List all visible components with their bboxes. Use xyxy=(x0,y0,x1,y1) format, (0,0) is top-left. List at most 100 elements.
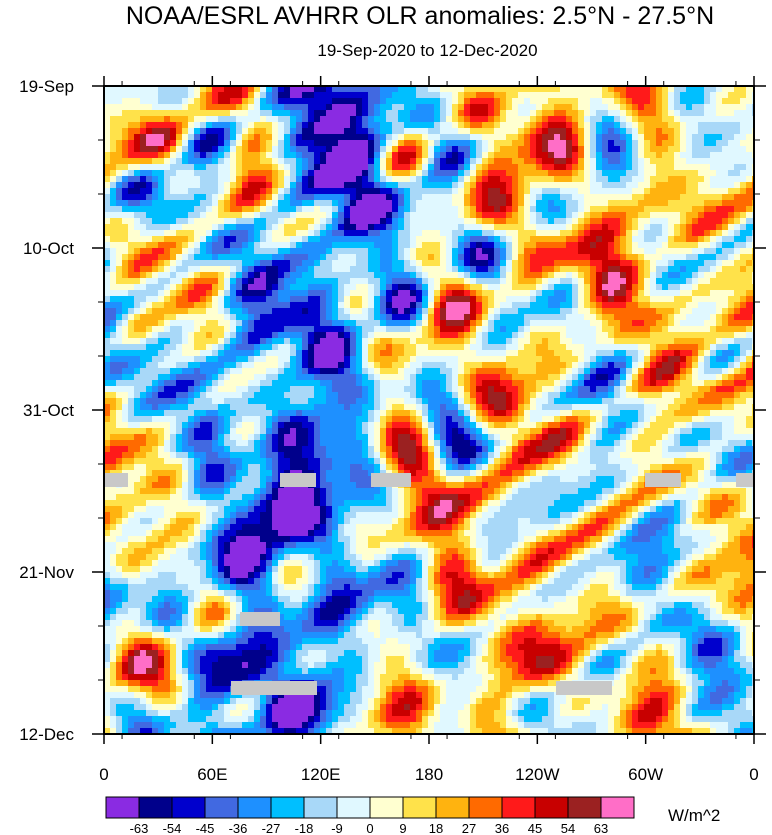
anomaly-cell xyxy=(146,254,153,261)
anomaly-cell xyxy=(500,254,507,261)
anomaly-cell xyxy=(680,266,687,273)
anomaly-cell xyxy=(374,98,381,105)
anomaly-cell xyxy=(614,242,621,249)
anomaly-cell xyxy=(332,230,339,237)
anomaly-cell xyxy=(734,218,741,225)
anomaly-cell xyxy=(584,356,591,363)
anomaly-cell xyxy=(686,134,693,141)
anomaly-cell xyxy=(308,302,315,309)
anomaly-cell xyxy=(584,338,591,345)
anomaly-cell xyxy=(662,278,669,285)
anomaly-cell xyxy=(134,350,141,357)
anomaly-cell xyxy=(194,302,201,309)
anomaly-cell xyxy=(494,86,501,93)
anomaly-cell xyxy=(152,314,159,321)
anomaly-cell xyxy=(542,266,549,273)
anomaly-cell xyxy=(152,122,159,129)
anomaly-cell xyxy=(728,290,735,297)
anomaly-cell xyxy=(146,284,153,291)
anomaly-cell xyxy=(374,290,381,297)
anomaly-cell xyxy=(218,230,225,237)
anomaly-cell xyxy=(116,212,123,219)
anomaly-cell xyxy=(212,116,219,123)
anomaly-cell xyxy=(290,308,297,315)
anomaly-cell xyxy=(602,254,609,261)
anomaly-cell xyxy=(362,248,369,255)
anomaly-cell xyxy=(356,278,363,285)
anomaly-cell xyxy=(740,320,747,327)
anomaly-cell xyxy=(332,296,339,303)
anomaly-cell xyxy=(488,98,495,105)
anomaly-cell xyxy=(668,272,675,279)
anomaly-cell xyxy=(152,290,159,297)
anomaly-cell xyxy=(674,212,681,219)
anomaly-cell xyxy=(326,170,333,177)
anomaly-cell xyxy=(752,338,754,345)
anomaly-cell xyxy=(416,86,423,93)
anomaly-cell xyxy=(452,176,459,183)
anomaly-cell xyxy=(398,206,405,213)
anomaly-cell xyxy=(470,158,477,165)
anomaly-cell xyxy=(224,356,231,363)
anomaly-cell xyxy=(344,134,351,141)
anomaly-cell xyxy=(296,344,303,351)
anomaly-cell xyxy=(410,206,417,213)
anomaly-cell xyxy=(296,212,303,219)
anomaly-cell xyxy=(338,194,345,201)
anomaly-cell xyxy=(440,170,447,177)
anomaly-cell xyxy=(596,350,603,357)
anomaly-cell xyxy=(446,146,453,153)
anomaly-cell xyxy=(110,86,117,93)
anomaly-cell xyxy=(338,260,345,267)
anomaly-cell xyxy=(662,146,669,153)
anomaly-cell xyxy=(536,242,543,249)
anomaly-cell xyxy=(452,104,459,111)
anomaly-cell xyxy=(332,188,339,195)
anomaly-cell xyxy=(704,332,711,339)
anomaly-cell xyxy=(752,182,754,189)
anomaly-cell xyxy=(620,86,627,93)
anomaly-cell xyxy=(110,122,117,129)
anomaly-cell xyxy=(644,98,651,105)
anomaly-cell xyxy=(560,128,567,135)
anomaly-cell xyxy=(194,188,201,195)
anomaly-cell xyxy=(704,230,711,237)
anomaly-cell xyxy=(176,338,183,345)
anomaly-cell xyxy=(500,152,507,159)
anomaly-cell xyxy=(176,230,183,237)
anomaly-cell xyxy=(470,296,477,303)
anomaly-cell xyxy=(362,212,369,219)
anomaly-cell xyxy=(488,326,495,333)
anomaly-cell xyxy=(734,98,741,105)
anomaly-cell xyxy=(374,164,381,171)
anomaly-cell xyxy=(752,260,754,267)
anomaly-cell xyxy=(500,122,507,129)
anomaly-cell xyxy=(488,278,495,285)
anomaly-cell xyxy=(548,320,555,327)
anomaly-cell xyxy=(338,128,345,135)
anomaly-cell xyxy=(392,290,399,297)
anomaly-cell xyxy=(440,350,447,357)
anomaly-cell xyxy=(338,158,345,165)
anomaly-cell xyxy=(668,104,675,111)
anomaly-cell xyxy=(686,104,693,111)
anomaly-cell xyxy=(620,320,627,327)
anomaly-cell xyxy=(728,134,735,141)
anomaly-cell xyxy=(272,152,279,159)
anomaly-cell xyxy=(512,152,519,159)
anomaly-cell xyxy=(146,194,153,201)
anomaly-cell xyxy=(512,86,519,93)
anomaly-cell xyxy=(416,194,423,201)
anomaly-cell xyxy=(242,116,249,123)
anomaly-cell xyxy=(446,338,453,345)
anomaly-cell xyxy=(644,302,651,309)
anomaly-cell xyxy=(692,188,699,195)
anomaly-cell xyxy=(524,218,531,225)
anomaly-cell xyxy=(620,110,627,117)
anomaly-cell xyxy=(218,338,225,345)
anomaly-cell xyxy=(152,278,159,285)
anomaly-cell xyxy=(734,236,741,243)
anomaly-cell xyxy=(518,326,525,333)
anomaly-cell xyxy=(608,158,615,165)
anomaly-cell xyxy=(308,218,315,225)
